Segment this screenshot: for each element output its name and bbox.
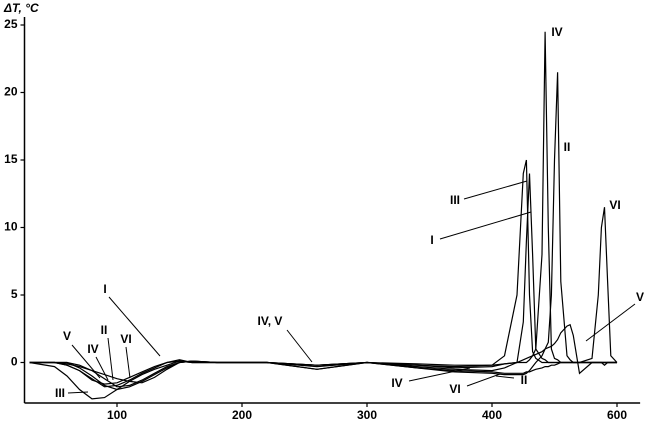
series-line [29,31,617,388]
y-tick-label: 5 [11,287,18,301]
leader-line [107,337,114,381]
y-tick-label: 10 [4,220,18,234]
x-tick-label: 400 [482,408,502,422]
leader-line [495,375,515,379]
series-label: VI [609,198,620,212]
y-tick-label: 15 [4,152,18,166]
annotation: IV, V [258,314,283,328]
annotation: IV [391,376,402,390]
annotation: V [63,329,71,343]
series-line [29,323,617,385]
x-tick-label: 300 [357,408,377,422]
leader-line [125,346,131,379]
leader-line [108,296,161,357]
leader-line [463,180,528,200]
y-axis-label: ΔT, °C [3,1,39,15]
y-tick-label: 20 [4,85,18,99]
leader-line [439,211,532,240]
y-tick-label: 25 [4,17,18,31]
leader-line [408,367,471,382]
leader-line [71,344,101,379]
series-label: I [430,233,433,247]
x-tick-label: 600 [607,408,627,422]
series-label: III [450,193,460,207]
x-tick-label: 200 [232,408,252,422]
series-line [29,207,618,388]
leader-line [95,356,109,381]
series-label: V [636,290,644,304]
annotation: VI [449,382,460,396]
x-tick-label: 100 [107,408,127,422]
series-label: IV [551,25,562,39]
annotation: II [101,323,108,337]
annotation: VI [120,332,131,346]
y-tick-label: 0 [11,355,18,369]
leader-line [585,303,636,342]
annotation: II [521,373,528,387]
annotation: I [103,282,106,296]
series-line [29,72,617,391]
annotation: IV [87,342,98,356]
leader-line [286,329,313,363]
series-label: II [564,140,571,154]
leader-line [466,373,501,387]
annotation: III [55,386,65,400]
leader-line [67,391,89,394]
